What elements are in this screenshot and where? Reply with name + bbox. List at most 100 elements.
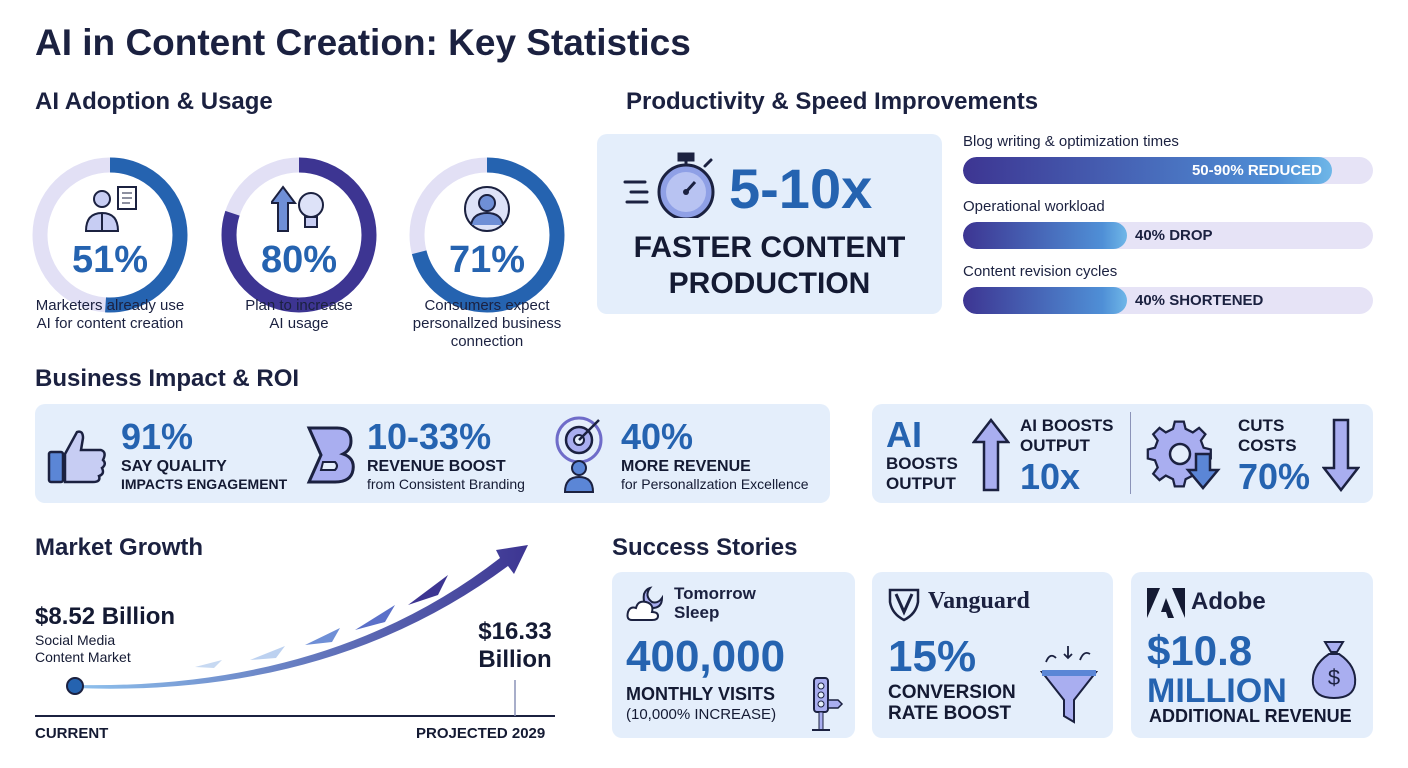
projected-value-line2: Billion — [478, 646, 552, 673]
personalization-sublabel: for Personallzation Excellence — [621, 476, 809, 492]
progress-bar-label: Content revision cycles — [963, 263, 1118, 280]
axis-label-current: CURRENT — [35, 725, 109, 742]
donut-label-line1: Marketers already use — [35, 297, 185, 314]
current-market-label-line1: Social Media — [35, 632, 116, 648]
donut-progress-arc — [221, 157, 377, 313]
current-market-label: Social Media Content Market — [35, 632, 131, 666]
progress-bar-fill — [963, 157, 1332, 184]
donut-label-line1: Consumers expect — [424, 297, 550, 314]
business-impact-card: 91% SAY QUALITY IMPACTS ENGAGEMENT 10-33… — [35, 404, 830, 503]
arrow-down-icon — [1322, 418, 1360, 492]
ai-output-line2: OUTPUT — [1020, 436, 1090, 455]
progress-bar-fill — [963, 222, 1127, 249]
section-heading-success: Success Stories — [612, 534, 798, 561]
branding-value: 10-33% — [367, 416, 492, 457]
cost-cut-value: 70% — [1238, 456, 1311, 497]
traffic-signpost-icon — [812, 677, 844, 731]
adobe-revenue-value: $10.8 MILLION — [1147, 627, 1287, 710]
conversion-value: 15% — [888, 632, 977, 681]
donut-label-line2: personallzed business — [412, 315, 562, 332]
progress-bar-text: 40% SHORTENED — [1135, 292, 1264, 309]
section-heading-productivity: Productivity & Speed Improvements — [626, 88, 1039, 115]
donut-label-line2: AI usage — [269, 315, 329, 332]
success-card-vanguard: Vanguard 15% CONVERSION RATE BOOST — [872, 572, 1113, 738]
brand-line2: Sleep — [674, 603, 720, 622]
conversion-label: CONVERSION RATE BOOST — [888, 682, 1016, 724]
svg-text:$: $ — [1328, 665, 1340, 690]
growth-curve — [75, 545, 528, 689]
cuts-costs-line1: CUTS — [1238, 416, 1285, 435]
visits-increase: (10,000% INCREASE) — [626, 706, 777, 723]
progress-bar: 40% DROP — [963, 222, 1373, 249]
quality-value: 91% — [121, 416, 194, 457]
donut-ring — [221, 157, 377, 313]
donut-label: Marketers already use AI for content crea… — [10, 297, 210, 333]
success-card-adobe: Adobe $10.8 MILLION ADDITIONAL REVENUE $ — [1131, 572, 1373, 738]
ai-output-line1: AI BOOSTS — [1020, 416, 1114, 435]
personalization-label: MORE REVENUE — [621, 458, 751, 475]
brand-vanguard: Vanguard — [928, 588, 1030, 614]
branding-sublabel: from Consistent Branding — [367, 476, 525, 492]
vanguard-logo-icon — [888, 588, 920, 622]
money-bag-icon: $ — [1311, 641, 1357, 700]
cloud-moon-icon — [626, 586, 664, 621]
speed-caption-line2: PRODUCTION — [668, 267, 871, 300]
conversion-line2: RATE BOOST — [888, 703, 1012, 724]
ai-output-value: 10x — [1020, 456, 1081, 497]
growth-chevrons — [195, 575, 448, 668]
adobe-value-line1: $10.8 — [1147, 627, 1253, 674]
donut-progress-arc — [409, 157, 565, 313]
donut-label-line3: connection — [450, 333, 524, 350]
success-card-tomorrow-sleep: Tomorrow Sleep 400,000 MONTHLY VISITS (10… — [612, 572, 855, 738]
personalization-value: 40% — [621, 416, 694, 457]
axis-label-projected: PROJECTED 2029 — [416, 725, 546, 742]
funnel-icon — [1040, 646, 1098, 724]
divider — [1130, 412, 1131, 494]
visits-label: MONTHLY VISITS — [626, 684, 776, 704]
productivity-card: 5-10x FASTER CONTENT PRODUCTION — [597, 134, 942, 314]
progress-bar-text: 50-90% REDUCED — [1191, 162, 1322, 179]
adobe-revenue-label: ADDITIONAL REVENUE — [1149, 706, 1352, 726]
quality-label: SAY QUALITY — [121, 458, 227, 475]
current-market-value: $8.52 Billion — [35, 603, 176, 630]
current-market-label-line2: Content Market — [35, 649, 131, 665]
donut-label: Consumers expect personallzed business con… — [387, 297, 587, 351]
ai-boosts-line2: OUTPUT — [886, 474, 956, 493]
donut-1: 51% — [32, 157, 188, 313]
target-person-icon — [555, 416, 603, 493]
ai-boosts-output-label: BOOSTS OUTPUT — [886, 454, 958, 494]
donut-2: 80% — [221, 157, 377, 313]
donut-value: 71% — [448, 239, 526, 281]
progress-bar-fill — [963, 287, 1127, 314]
marketer-document-icon — [84, 186, 137, 232]
section-heading-adoption: AI Adoption & Usage — [35, 88, 273, 115]
donut-label: Plan to increase AI usage — [199, 297, 399, 333]
speed-caption-line1: FASTER CONTENT — [633, 231, 906, 264]
speed-multiplier: 5-10x — [729, 157, 873, 220]
gear-cost-down-icon — [1146, 420, 1221, 490]
ai-output-costs-card: AI BOOSTS OUTPUT AI BOOSTS OUTPUT 10x CUTS… — [872, 404, 1373, 503]
arrow-lightbulb-icon — [271, 185, 324, 232]
donut-label-line1: Plan to increase — [245, 297, 353, 314]
page-title: AI in Content Creation: Key Statistics — [35, 22, 691, 63]
branding-label: REVENUE BOOST — [367, 458, 506, 475]
section-heading-market: Market Growth — [35, 534, 204, 561]
thumbs-up-icon — [47, 430, 106, 484]
donut-ring — [409, 157, 565, 313]
donut-label-line2: AI for content creation — [36, 315, 184, 332]
ai-boosts-output-title: AI BOOSTS OUTPUT — [1020, 416, 1114, 456]
market-growth-graphic — [35, 545, 555, 717]
donut-value: 51% — [71, 239, 149, 281]
progress-bar: 40% SHORTENED — [963, 287, 1373, 314]
donut-progress-arc — [32, 157, 188, 313]
projected-value-line1: $16.33 — [478, 618, 552, 645]
cuts-costs-line2: COSTS — [1238, 436, 1297, 455]
ai-big-label: AI — [886, 414, 922, 455]
adobe-logo-icon — [1147, 588, 1185, 618]
ai-boosts-line1: BOOSTS — [886, 454, 958, 473]
brand-b-icon — [306, 426, 355, 484]
adobe-value-line2: MILLION — [1147, 672, 1287, 710]
donut-3: 71% — [409, 157, 565, 313]
quality-sublabel: IMPACTS ENGAGEMENT — [121, 476, 288, 492]
donut-value: 80% — [260, 239, 338, 281]
